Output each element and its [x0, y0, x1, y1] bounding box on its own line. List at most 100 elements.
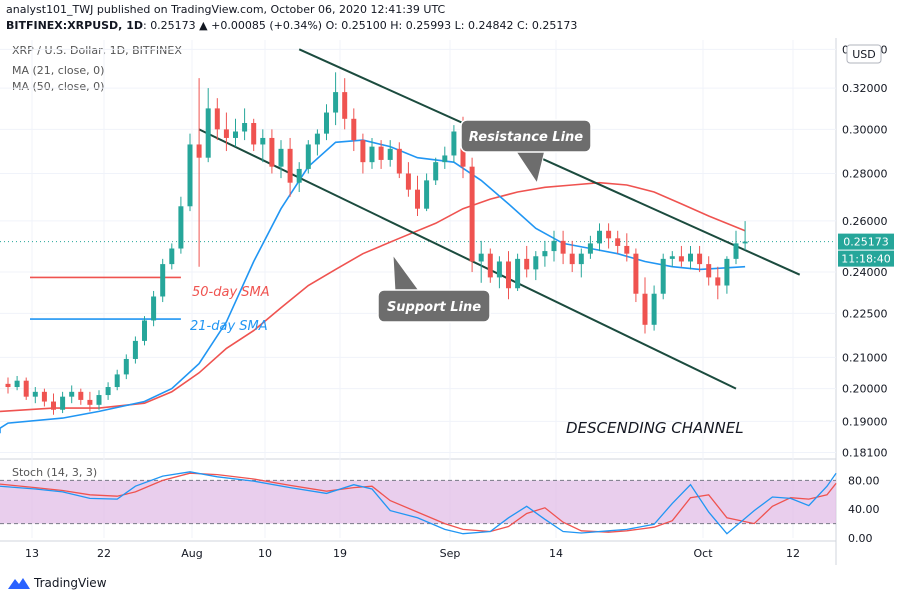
symbol-label: BITFINEX:XRPUSD, 1D	[6, 19, 143, 32]
candle-body-60	[551, 240, 557, 252]
candle-25	[233, 118, 238, 147]
candle-27	[251, 118, 257, 152]
channel-lines	[198, 48, 801, 390]
candle-56	[515, 253, 521, 291]
y-tick-4: 0.26000	[842, 215, 888, 228]
candle-body-73	[669, 256, 675, 259]
ma21-line	[0, 139, 746, 434]
x-tick-6: 14	[549, 547, 563, 560]
candle-48	[442, 146, 448, 169]
candle-33	[305, 140, 311, 174]
candle-65	[597, 223, 602, 252]
candle-body-24	[223, 129, 229, 138]
candle-body-34	[314, 133, 320, 145]
candle-77	[706, 256, 712, 286]
x-tick-8: 12	[786, 547, 800, 560]
candle-18	[169, 243, 175, 270]
candle-29	[269, 129, 275, 174]
stochastic-pane	[0, 471, 837, 535]
currency-button-label: USD	[852, 48, 876, 61]
candle-body-7	[69, 391, 75, 397]
candle-body-0	[5, 383, 11, 388]
candle-body-42	[387, 148, 393, 160]
candle-37	[342, 78, 348, 130]
candle-body-48	[442, 155, 448, 163]
stoch-band	[0, 480, 836, 524]
stoch-tick-2: 0.00	[848, 532, 873, 545]
candle-11	[105, 382, 111, 400]
candle-body-37	[342, 92, 348, 119]
candle-body-66	[606, 230, 612, 239]
candle-35	[324, 104, 329, 141]
candle-body-4	[41, 391, 47, 402]
candle-41	[378, 140, 384, 169]
legend-ma50: MA (50, close, 0)	[12, 80, 105, 93]
candle-47	[433, 157, 439, 186]
candle-body-6	[60, 396, 66, 410]
candle-63	[578, 248, 584, 278]
candle-body-56	[515, 258, 521, 289]
candle-68	[624, 233, 630, 262]
candle-1	[14, 375, 20, 391]
candle-61	[560, 230, 566, 265]
currency-button[interactable]	[846, 44, 882, 64]
ohlc-values: 0.25173 ▲ +0.00085 (+0.34%) O: 0.25100 H…	[150, 19, 578, 32]
candle-81	[742, 221, 748, 251]
candle-45	[415, 175, 420, 216]
ma50-line	[0, 181, 746, 413]
candle-body-12	[114, 374, 120, 388]
countdown-label: 11:18:40	[841, 253, 890, 266]
candle-body-39	[360, 140, 366, 163]
candle-66	[606, 223, 612, 249]
resistance-callout: Resistance Line	[460, 119, 592, 185]
candle-15	[142, 316, 147, 346]
candle-body-41	[378, 146, 384, 160]
axes: 0.340000.320000.300000.280000.260000.240…	[25, 43, 888, 560]
candle-31	[287, 137, 293, 197]
candle-body-75	[688, 253, 693, 262]
candle-49	[451, 125, 457, 163]
x-tick-1: 22	[97, 547, 111, 560]
candle-76	[697, 245, 703, 273]
candle-body-35	[324, 112, 329, 134]
footer-brand[interactable]: TradingView	[8, 576, 107, 590]
candle-62	[569, 240, 575, 273]
candle-body-28	[260, 137, 266, 145]
candle-46	[424, 173, 430, 212]
support-callout-box	[377, 289, 491, 323]
candle-body-63	[578, 253, 584, 265]
candle-body-47	[433, 162, 439, 181]
legend-ma21: MA (21, close, 0)	[12, 64, 105, 77]
candle-10	[96, 390, 102, 410]
stoch-tick-1: 40.00	[848, 503, 880, 516]
candle-39	[360, 133, 366, 174]
y-tick-2: 0.30000	[842, 123, 888, 136]
candle-body-57	[524, 258, 530, 270]
candle-body-19	[178, 206, 184, 249]
tradingview-logo-icon	[8, 578, 30, 589]
x-tick-0: 13	[25, 547, 39, 560]
candle-body-76	[697, 253, 703, 265]
candle-28	[260, 129, 266, 163]
candle-24	[223, 112, 229, 152]
candle-34	[314, 129, 320, 156]
stoch-k-line	[0, 471, 837, 535]
publisher-line: analyst101_TWJ published on TradingView.…	[6, 3, 446, 16]
last-price-tag	[838, 233, 894, 250]
candle-body-29	[269, 137, 275, 167]
candle-body-16	[151, 296, 157, 321]
resistance-line	[298, 48, 801, 276]
candle-4	[41, 388, 47, 407]
candle-body-23	[214, 108, 220, 130]
candles	[5, 72, 748, 415]
candle-32	[296, 162, 302, 193]
candle-21	[196, 78, 202, 267]
candle-body-78	[715, 277, 721, 286]
candle-body-68	[624, 245, 630, 254]
candle-body-27	[251, 123, 257, 145]
support-line	[198, 128, 737, 390]
candle-body-45	[415, 189, 420, 209]
candle-body-30	[278, 148, 284, 167]
candle-52	[478, 240, 484, 283]
